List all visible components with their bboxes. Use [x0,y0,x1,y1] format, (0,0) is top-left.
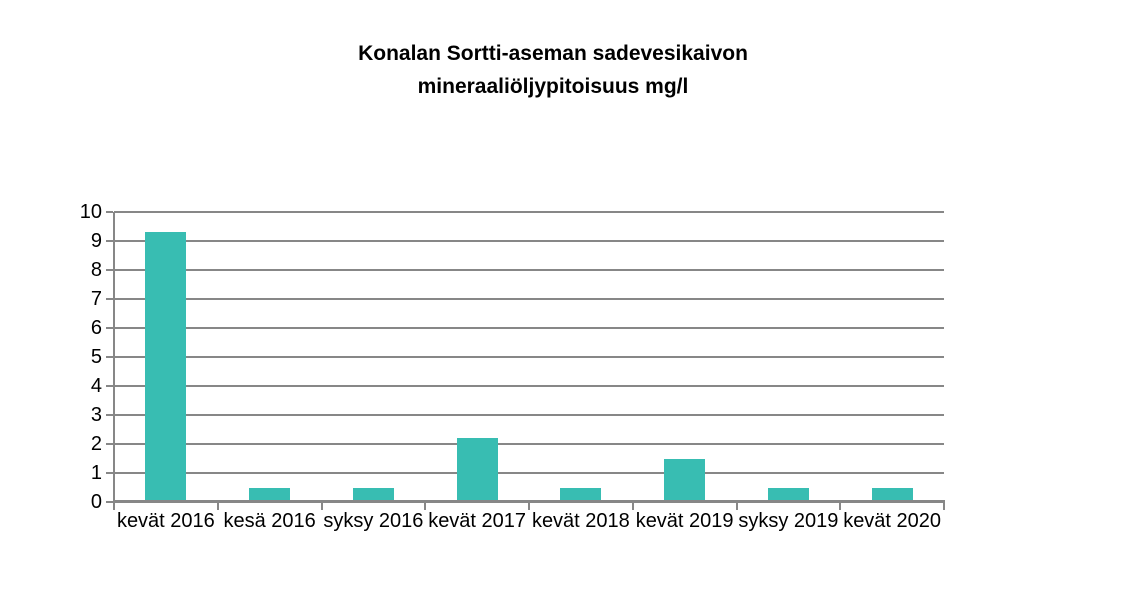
bar [145,232,187,502]
y-tick-label: 1 [90,462,102,484]
y-tick-label: 10 [79,201,102,223]
gridline [114,269,944,271]
gridline [114,298,944,300]
x-tick-label: syksy 2019 [738,510,839,532]
x-tick-label: kevät 2020 [843,510,942,532]
bar [767,487,809,502]
chart-title-line-1: Konalan Sortti-aseman sadevesikaivon [358,42,748,65]
gridline [114,443,944,445]
bar [664,458,706,502]
x-tick-label: kevät 2017 [428,510,527,532]
y-axis-tick [106,269,113,271]
x-tick-label: kevät 2016 [116,510,215,532]
y-axis-tick [106,501,113,503]
y-axis-tick [106,385,113,387]
gridline [114,414,944,416]
y-axis-labels: 0 1 2 3 4 5 6 7 8 9 10 [0,0,102,604]
y-tick-label: 8 [90,259,102,281]
x-tick-label: kesä 2016 [223,510,316,532]
x-axis-tick [216,502,219,510]
y-tick-label: 4 [90,375,102,397]
bar [249,487,291,502]
x-axis-tick [113,502,115,510]
y-tick-label: 3 [90,404,102,426]
y-tick-label: 9 [90,230,102,252]
bar [352,487,394,502]
bar [871,487,913,502]
x-axis-tick [735,502,738,510]
x-axis-tick [320,502,323,510]
y-axis-tick [106,211,113,213]
y-axis-line [113,212,115,510]
y-axis-tick [106,298,113,300]
y-tick-label: 5 [90,346,102,368]
gridline [114,211,944,213]
x-tick-label: kevät 2018 [531,510,630,532]
chart-title-line-2: mineraaliöljypitoisuus mg/l [417,75,689,98]
y-axis-tick [106,327,113,329]
chart-title: Konalan Sortti-aseman sadevesikaivon min… [0,37,1106,103]
x-axis-tick [631,502,634,510]
y-axis-tick [106,472,113,474]
y-axis-tick [106,414,113,416]
gridline [114,385,944,387]
gridline [114,240,944,242]
x-tick-label: syksy 2016 [323,510,424,532]
gridline [114,327,944,329]
y-tick-label: 2 [90,433,102,455]
gridline [114,472,944,474]
y-axis-tick [106,443,113,445]
x-tick-label: kevät 2019 [635,510,734,532]
y-axis-tick [106,356,113,358]
x-axis-line [113,500,945,502]
y-tick-label: 0 [90,491,102,513]
bar [456,438,498,502]
x-axis-tick [528,502,530,510]
x-axis-tick [839,502,842,510]
gridline [114,356,944,358]
x-axis-tick [424,502,427,510]
plot-area [106,211,945,510]
bar [560,487,602,502]
y-axis-tick [106,240,113,242]
y-tick-label: 6 [90,317,102,339]
x-axis-tick [943,502,945,510]
y-tick-label: 7 [90,288,102,310]
